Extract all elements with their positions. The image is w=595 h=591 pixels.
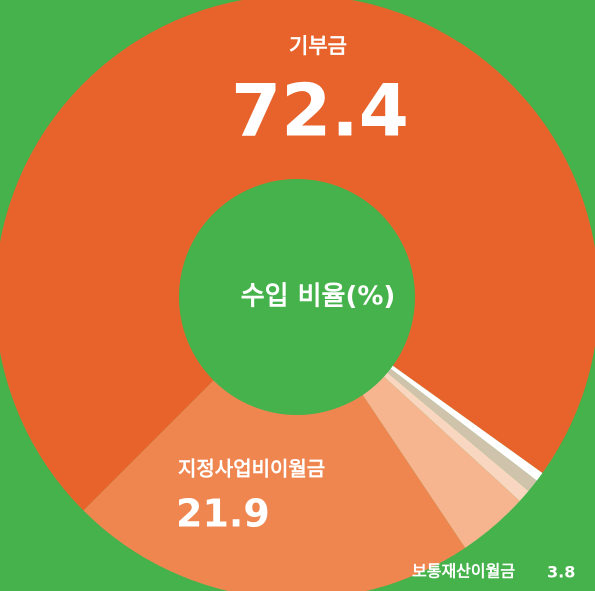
value-label: 21.9 <box>176 492 270 536</box>
donut-hole <box>179 179 415 415</box>
slice-label: 지정사업비이월금 <box>178 457 325 481</box>
slice-label: 보통재산이월금 <box>412 562 515 581</box>
value-label: 72.4 <box>231 69 409 153</box>
slice-label: 기부금 <box>289 34 347 58</box>
slice <box>0 0 595 511</box>
value-label: 3.8 <box>547 563 575 582</box>
chart-title: 수입 비율(%) <box>241 282 396 312</box>
labels: 기부금 72.4 보통재산이월금 3.8 지정사업비이월금 21.9 <box>176 34 575 582</box>
slice <box>83 374 466 591</box>
slice <box>378 367 529 501</box>
slice <box>384 361 543 481</box>
slice <box>358 371 520 548</box>
slice <box>381 363 537 491</box>
